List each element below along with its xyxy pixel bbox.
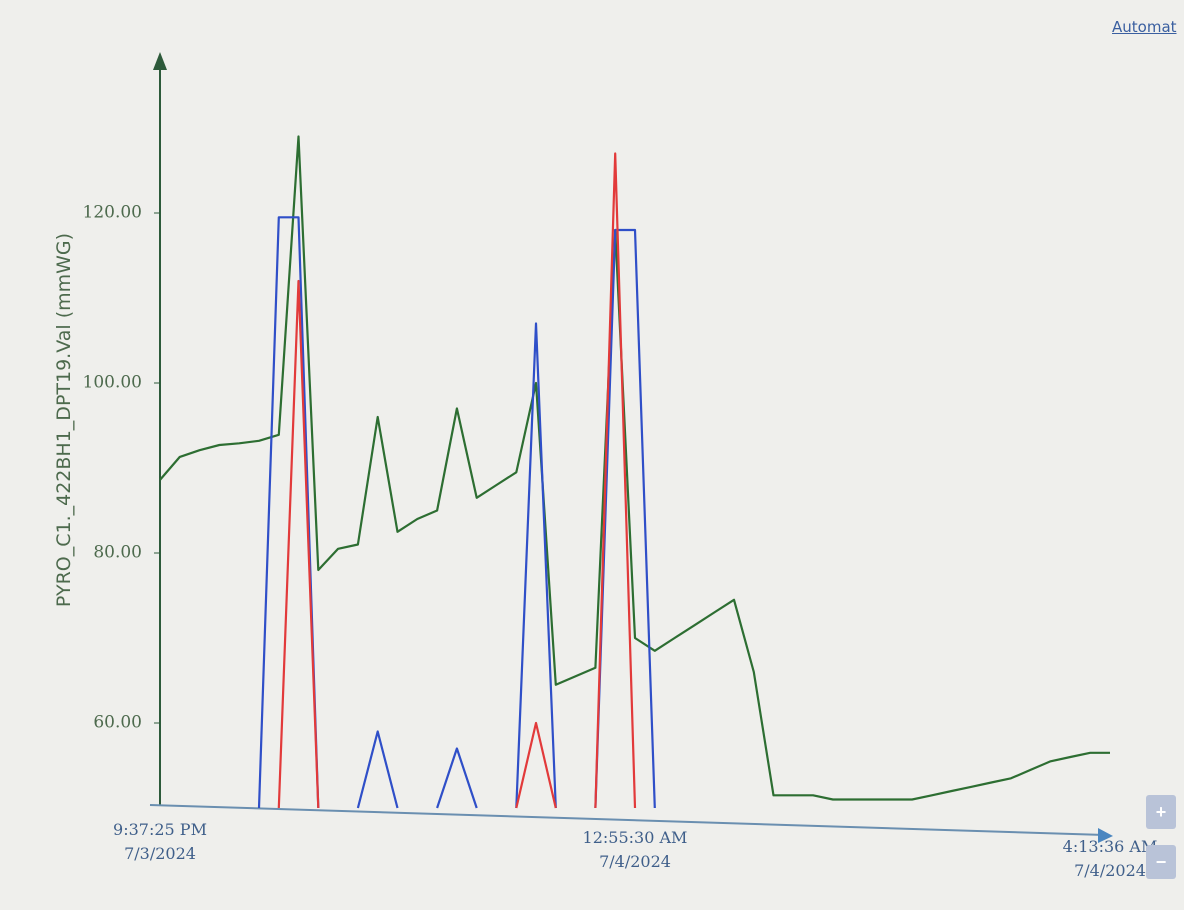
automation-link[interactable]: Automat (1112, 18, 1184, 36)
y-tick-label: 100.00 (83, 373, 142, 393)
zoom-button[interactable]: − (1146, 845, 1176, 879)
chart: PYRO_C1._422BH1_DPT19.Val (mmWG) 60.00 80… (0, 0, 1184, 910)
y-tick-label: 60.00 (93, 713, 142, 733)
trend-screen: PYRO_C1._422BH1_DPT19.Val (mmWG) 60.00 80… (0, 0, 1184, 910)
zoom-button[interactable]: + (1146, 795, 1176, 829)
background (0, 0, 1184, 910)
y-axis-title: PYRO_C1._422BH1_DPT19.Val (mmWG) (53, 233, 75, 607)
x-tick-label: 12:55:30 AM 7/4/2024 (555, 826, 715, 874)
x-tick-label: 9:37:25 PM 7/3/2024 (80, 818, 240, 866)
y-tick-label: 120.00 (83, 203, 142, 223)
y-tick-label: 80.00 (93, 543, 142, 563)
